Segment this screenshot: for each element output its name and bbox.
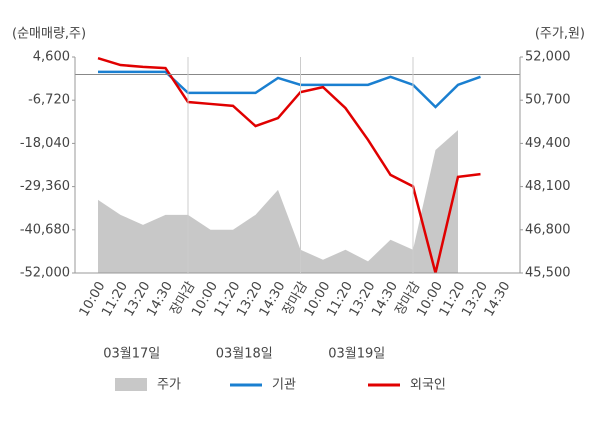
y-tick-label: -40,680 <box>20 222 70 237</box>
y2-tick-label: 46,800 <box>525 222 571 237</box>
series-line <box>97 56 481 274</box>
price-area <box>98 130 458 273</box>
y2-tick-label: 50,700 <box>525 93 571 108</box>
date-label: 03월18일 <box>216 347 273 362</box>
y-tick-label: -52,000 <box>20 266 70 281</box>
y2-tick-label: 45,500 <box>525 266 571 281</box>
y2-tick-label: 52,000 <box>525 50 571 65</box>
legend-label: 주가 <box>157 378 181 393</box>
y-tick-label: -6,720 <box>28 93 70 108</box>
series-line <box>98 70 481 109</box>
y-tick-label: 4,600 <box>33 50 70 65</box>
legend-swatch <box>115 378 147 391</box>
y2-tick-label: 48,100 <box>525 179 571 194</box>
date-label: 03월19일 <box>328 347 385 362</box>
y-axis-label: (순매매량,주) <box>12 27 86 42</box>
y-tick-label: -29,360 <box>20 179 70 194</box>
legend-label: 외국인 <box>410 378 446 393</box>
date-label: 03월17일 <box>103 347 160 362</box>
y2-tick-label: 49,400 <box>525 136 571 151</box>
y2-axis-label: (주가,원) <box>535 27 585 42</box>
legend-label: 기관 <box>272 378 296 393</box>
y-tick-label: -18,040 <box>20 136 70 151</box>
